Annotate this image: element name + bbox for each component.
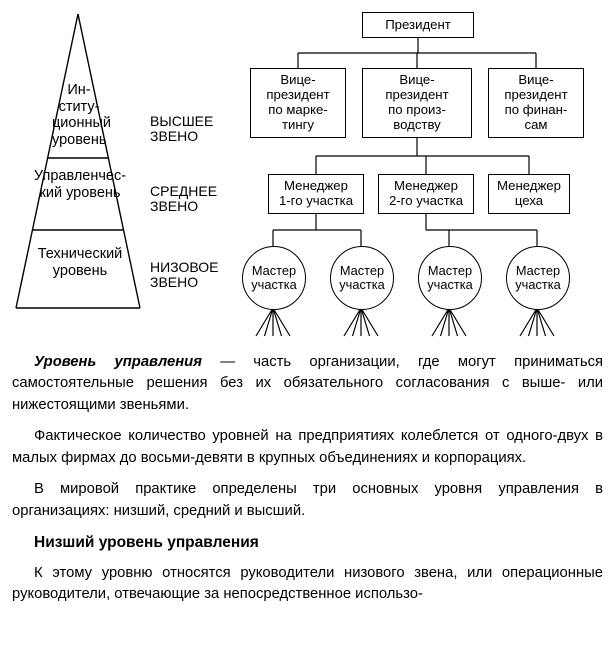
pyramid-level-2-inside: Управленчес- кий уровень: [32, 168, 128, 201]
paragraph-3: В мировой практике определены три основн…: [12, 479, 603, 522]
pyramid-level-1-inside: Ин- ститу- ционный уровень: [52, 82, 106, 149]
node-manager-2: Менеджер 2-го участка: [378, 174, 474, 214]
pyramid-diagram: Ин- ститу- ционный уровень Управленчес- …: [12, 8, 230, 328]
node-master-2: Мастер участка: [330, 246, 394, 310]
node-vp-marketing: Вице- президент по марке- тингу: [250, 68, 346, 138]
paragraph-2: Фактическое количество уровней на предпр…: [12, 426, 603, 469]
node-vp-production: Вице- президент по произ- водству: [362, 68, 472, 138]
paragraph-4: К этому уровню относятся руководители ни…: [12, 563, 603, 606]
pyramid-level-3-side: НИЗОВОЕ ЗВЕНО: [150, 260, 218, 291]
pyramid-level-2-side: СРЕДНЕЕ ЗВЕНО: [150, 184, 217, 215]
paragraph-lead: Уровень управления — часть организации, …: [12, 352, 603, 416]
pyramid-level-1-side: ВЫСШЕЕ ЗВЕНО: [150, 114, 213, 145]
heading-low-level: Низший уровень управления: [12, 532, 603, 554]
node-vp-finance: Вице- президент по финан- сам: [488, 68, 584, 138]
org-chart: Президент Вице- президент по марке- тинг…: [234, 8, 603, 338]
pyramid-level-3-inside: Технический уровень: [32, 246, 128, 279]
node-master-4: Мастер участка: [506, 246, 570, 310]
node-manager-1: Менеджер 1-го участка: [268, 174, 364, 214]
node-manager-shop: Менеджер цеха: [488, 174, 570, 214]
lead-term: Уровень управления: [34, 354, 202, 370]
node-president: Президент: [362, 12, 474, 38]
node-master-3: Мастер участка: [418, 246, 482, 310]
body-text: Уровень управления — часть организации, …: [12, 352, 603, 606]
node-master-1: Мастер участка: [242, 246, 306, 310]
figure-row: Ин- ститу- ционный уровень Управленчес- …: [12, 8, 603, 338]
